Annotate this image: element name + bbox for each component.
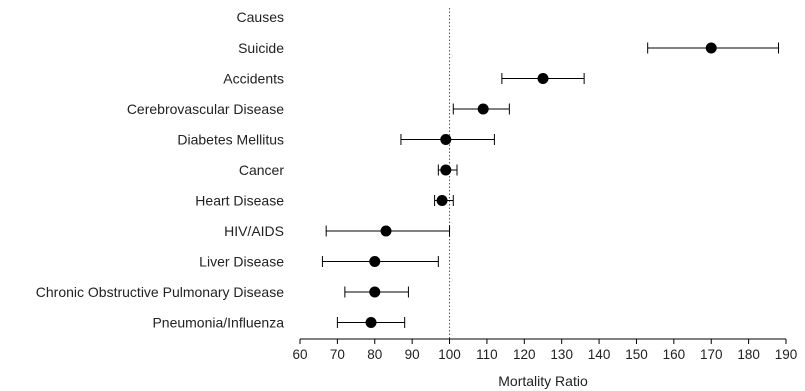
- x-tick-label: 140: [588, 347, 611, 362]
- forest-row: Liver Disease: [199, 254, 439, 270]
- x-tick-label: 100: [438, 347, 461, 362]
- x-tick-label: 130: [550, 347, 573, 362]
- point-estimate: [705, 42, 717, 54]
- forest-row: HIV/AIDS: [224, 223, 451, 239]
- point-estimate: [436, 195, 448, 206]
- x-tick-label: 150: [625, 347, 648, 362]
- x-tick-label: 160: [663, 347, 686, 362]
- x-tick-label: 60: [292, 347, 307, 362]
- x-tick-label: 120: [513, 347, 536, 362]
- category-label: Cerebrovascular Disease: [127, 101, 284, 117]
- x-tick-label: 180: [737, 347, 760, 362]
- point-estimate: [369, 286, 381, 298]
- x-tick-label: 190: [775, 347, 798, 362]
- category-label: Diabetes Mellitus: [177, 132, 284, 148]
- x-tick-label: 90: [405, 347, 420, 362]
- forest-row: Diabetes Mellitus: [177, 132, 495, 148]
- point-estimate: [440, 134, 452, 145]
- forest-row: Pneumonia/Influenza: [152, 315, 406, 331]
- x-tick-label: 80: [367, 347, 382, 362]
- category-label: HIV/AIDS: [224, 223, 284, 239]
- x-axis-title: Mortality Ratio: [498, 373, 588, 389]
- forest-row: Chronic Obstructive Pulmonary Disease: [36, 284, 409, 300]
- point-estimate: [380, 225, 392, 237]
- x-tick-label: 70: [330, 347, 345, 362]
- category-label: Heart Disease: [195, 193, 284, 209]
- x-tick-label: 110: [476, 347, 498, 362]
- forest-row: Accidents: [223, 71, 585, 87]
- point-estimate: [477, 103, 489, 115]
- category-label: Liver Disease: [199, 254, 284, 270]
- category-label: Suicide: [238, 40, 284, 56]
- forest-row: Cancer: [239, 162, 458, 178]
- point-estimate: [369, 256, 381, 267]
- point-estimate: [537, 73, 549, 84]
- x-axis: 60 70 80 90 100 110 120 130 140 150 160 170 180 190: [292, 338, 798, 362]
- forest-row: Heart Disease: [195, 193, 454, 209]
- category-label: Accidents: [223, 71, 284, 87]
- forest-row: Suicide: [238, 40, 780, 56]
- point-estimate: [440, 164, 452, 176]
- forest-row: Cerebrovascular Disease: [127, 101, 510, 117]
- category-label: Pneumonia/Influenza: [152, 315, 284, 331]
- header-label: Causes: [237, 9, 284, 25]
- category-label: Cancer: [239, 162, 284, 178]
- point-estimate: [365, 317, 377, 328]
- data-rows: Suicide Accidents Cerebrovascular Disease D…: [36, 40, 780, 331]
- category-label: Chronic Obstructive Pulmonary Disease: [36, 284, 284, 300]
- x-tick-label: 170: [700, 347, 723, 362]
